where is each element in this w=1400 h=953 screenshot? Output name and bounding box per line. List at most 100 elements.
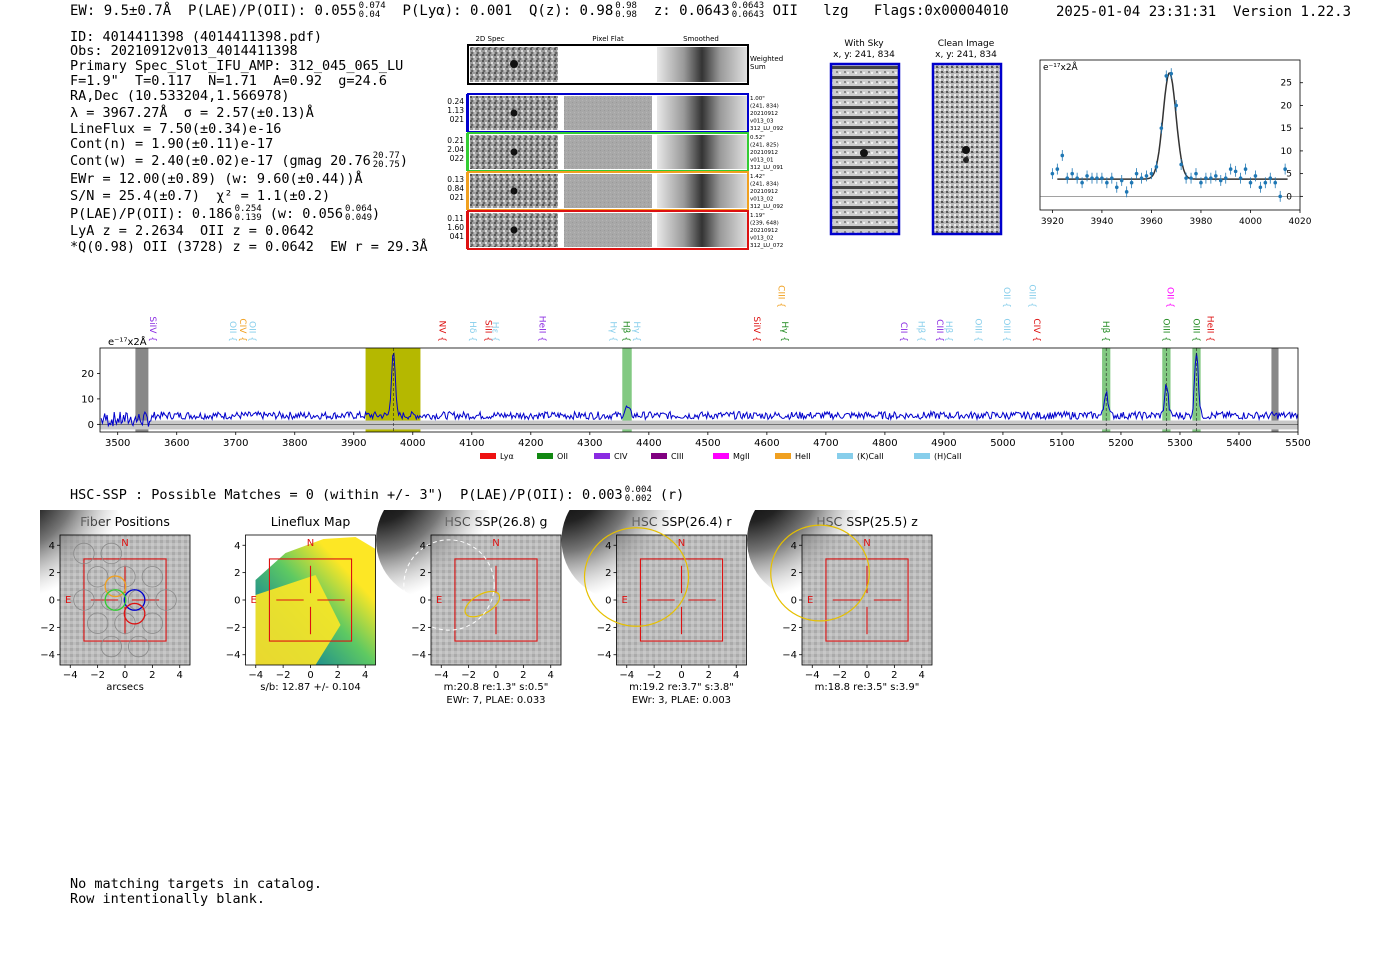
spectrum-mask-band <box>135 348 149 432</box>
info-q: *Q(0.98) OII (3728) z = 0.0642 EW r = 29… <box>70 239 428 255</box>
spectrum-line-label: OIII { <box>1001 318 1011 342</box>
info-contw: Cont(w) = 2.40(±0.02)e-17 (gmag 20.76 20.… <box>70 151 408 170</box>
spectrum-legend-swatch <box>775 453 791 459</box>
cutout-row-right-label: v013_01 <box>750 158 774 164</box>
cutout-row-right-label: v013_02 <box>750 197 774 203</box>
fiber-circle-selected <box>123 602 146 625</box>
with-sky-coords: x, y: 241, 834 <box>833 50 895 60</box>
with-sky-title: With Sky <box>844 39 884 49</box>
zoom-xtick-label: 3980 <box>1189 217 1212 227</box>
hsc-xtick-label: −2 <box>90 670 105 681</box>
zoom-frame <box>1039 59 1301 211</box>
header-ew: EW: 9.5±0.7Å <box>70 3 172 19</box>
spectrum-line-label: CII { <box>898 322 908 342</box>
spectrum-line-label: CIII { <box>934 319 944 342</box>
spectrum-line-label: CIV { <box>1031 318 1041 342</box>
spectrum-legend-label: (K)CaII <box>857 452 884 461</box>
spectrum-line-label: OII { <box>1001 287 1011 308</box>
spectrum-line-label: SiIV { <box>147 316 157 342</box>
hsc-xtick-label: 4 <box>548 670 554 681</box>
hsc-panel-title: Lineflux Map <box>271 514 351 529</box>
zoom-point <box>1105 180 1109 185</box>
zoom-ytick-label: 0 <box>1286 192 1292 202</box>
svg-text:Hβ {: Hβ { <box>943 321 953 342</box>
lineflux-peak <box>255 575 341 665</box>
spectrum-xtick-label: 5000 <box>990 438 1015 449</box>
clean-image-title: Clean Image <box>938 39 995 49</box>
zoom-point <box>1238 176 1243 180</box>
zoom-ytick-label: 10 <box>1281 147 1293 157</box>
spectrum-xtick-label: 4900 <box>931 438 956 449</box>
footer-line-1: No matching targets in catalog. <box>70 876 322 892</box>
svg-text:Hβ {: Hβ { <box>915 321 925 342</box>
cutout-row-marker <box>466 211 469 249</box>
cutout-row-left-label: 021 <box>450 193 465 202</box>
cutout-row-source <box>510 226 518 234</box>
cutout-row-source <box>510 109 518 117</box>
spectrum-line-label: Hγ { <box>607 321 617 342</box>
spectrum-line-label: Hβ { <box>1100 321 1110 342</box>
zoom-xtick-label: 4000 <box>1239 217 1262 227</box>
hsc-xlabel: arcsecs <box>106 682 144 693</box>
spectrum-mask-band <box>1271 348 1279 432</box>
svg-text:CIV {: CIV { <box>1031 318 1041 342</box>
header-flags: Flags:0x00004010 <box>873 3 1009 19</box>
spectrum-ylabel: e⁻¹⁷x2Å <box>108 335 147 348</box>
spectrum-ytick-label: 10 <box>81 394 94 405</box>
hsc-north: N <box>863 538 870 549</box>
zoom-point <box>1184 176 1188 180</box>
hsc-north: N <box>307 538 314 549</box>
hsc-xtick-label: −4 <box>805 670 820 681</box>
header-q: Q(z): 0.98 <box>528 3 614 19</box>
hsc-ytick-label: 0 <box>791 596 797 607</box>
zoom-point <box>1209 176 1213 180</box>
hsc-line: HSC-SSP : Possible Matches = 0 (within +… <box>70 485 685 504</box>
zoom-point <box>1233 169 1238 174</box>
spectrum-line-label: Hβ { <box>620 321 630 342</box>
svg-text:CIV {: CIV { <box>237 318 247 342</box>
hsc-xtick-label: −4 <box>434 670 449 681</box>
hsc-ytick-label: −4 <box>597 650 612 661</box>
hsc-ytick-label: 0 <box>234 596 240 607</box>
footer-line-2: Row intentionally blank. <box>70 891 266 907</box>
header-lzg: lzg <box>823 3 849 19</box>
hsc-red-box <box>454 558 538 642</box>
hsc-ytick-label: 4 <box>49 541 55 552</box>
hsc-red-box <box>639 558 724 642</box>
hsc-ytick-label: −2 <box>40 623 55 634</box>
zoom-ytick-label: 20 <box>1281 101 1293 111</box>
spectrum-bg <box>100 348 1298 432</box>
zoom-point <box>1159 126 1164 130</box>
source-ellipse <box>464 590 501 618</box>
hsc-ytick-label: 2 <box>420 568 426 579</box>
svg-text:NV {: NV { <box>436 321 446 342</box>
info-fiber: F=1.9" T=0.117 N=1.71 A=0.92 g=24.6 <box>70 73 387 89</box>
header-right: 2025-01-04 23:31:31 Version 1.22.3 <box>1056 4 1351 20</box>
hsc-xtick-label: 0 <box>307 670 313 681</box>
fiber-circle <box>73 542 95 565</box>
cutout-row-right-label: 20210912 <box>750 189 778 195</box>
header-z-line: OII <box>772 3 798 19</box>
weighted-sum-smoothed <box>657 47 747 82</box>
cutout-row-right-label: (241, 825) <box>750 143 779 149</box>
galaxy-core <box>747 510 867 600</box>
cutout-row-right-label: 20210912 <box>750 111 778 117</box>
col-label-pixelflat: Pixel Flat <box>592 35 624 43</box>
hsc-east: E <box>436 595 442 606</box>
zoom-ylabel: e⁻¹⁷x2Å <box>1043 61 1079 73</box>
zoom-xtick-label: 3920 <box>1041 217 1064 227</box>
cutout-row-left-label: 0.84 <box>447 184 464 193</box>
cutout-row-right-label: 20210912 <box>750 150 778 156</box>
cutout-row-smoothed <box>657 213 747 247</box>
zoom-point <box>1204 176 1208 180</box>
spectrum-xtick-label: 4800 <box>872 438 897 449</box>
zoom-point <box>1085 174 1089 178</box>
svg-text:OIII {: OIII { <box>1001 318 1011 342</box>
with-sky-image <box>829 62 901 236</box>
hsc-xlabel: m:18.8 re:3.5" s:3.9" <box>815 682 920 693</box>
zoom-point <box>1100 176 1104 180</box>
svg-text:CIII {: CIII { <box>934 319 944 342</box>
